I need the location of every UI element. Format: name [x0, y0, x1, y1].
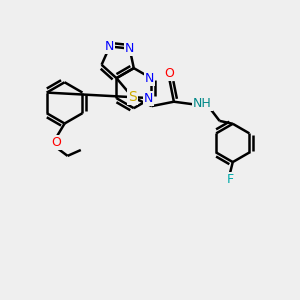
Text: O: O — [164, 67, 174, 80]
Text: S: S — [128, 90, 137, 104]
Text: O: O — [51, 136, 61, 149]
Text: NH: NH — [193, 97, 212, 110]
Text: N: N — [125, 42, 134, 55]
Text: F: F — [226, 172, 233, 186]
Text: N: N — [144, 92, 154, 105]
Text: N: N — [105, 40, 114, 53]
Text: N: N — [145, 72, 154, 85]
